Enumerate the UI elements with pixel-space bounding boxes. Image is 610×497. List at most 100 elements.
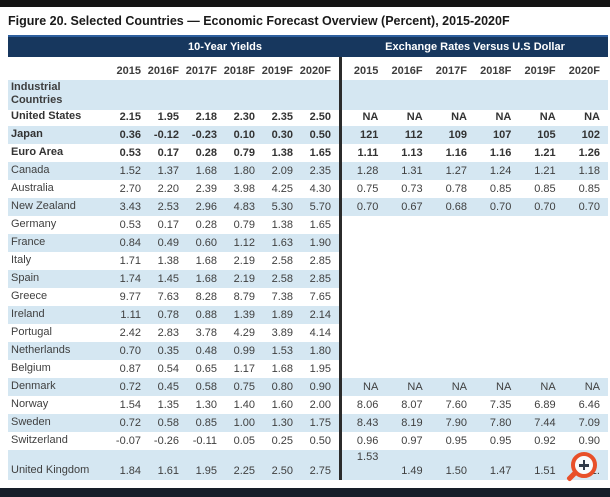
rate-cell: 1.24 <box>474 162 520 180</box>
yield-cell: 1.53 <box>263 342 301 360</box>
yield-cell: 2.15 <box>119 111 141 123</box>
yield-cell: -0.11 <box>192 435 217 447</box>
rate-cell <box>430 252 475 270</box>
country-cell: Canada <box>8 162 111 180</box>
table-row: Ireland 1.11 0.78 0.88 1.39 1.89 2.14 <box>8 306 608 324</box>
yield-cell: 0.70 <box>111 342 149 360</box>
group-divider <box>339 378 342 396</box>
year-header-row: 2015 2016F 2017F 2018F 2019F 2020F 2015 … <box>8 57 608 80</box>
year-header-cell: 2020F <box>299 65 331 77</box>
rate-cell: 0.90 <box>578 435 600 447</box>
yield-cell: 1.63 <box>263 234 301 252</box>
rate-cell <box>342 342 387 360</box>
table-row: Switzerland -0.07 -0.26 -0.11 0.05 0.25 0.50 0.… <box>8 432 608 450</box>
yield-cell: 7.63 <box>157 291 179 303</box>
yield-cell: 1.90 <box>301 234 339 252</box>
yield-cell: 0.79 <box>233 147 255 159</box>
yield-cell: 0.10 <box>225 126 263 144</box>
rate-cell: 0.92 <box>534 435 556 447</box>
rate-cell: 107 <box>474 126 520 144</box>
yield-cell <box>301 80 339 110</box>
yield-cell: 1.68 <box>195 255 217 267</box>
rate-cell: 0.73 <box>401 183 423 195</box>
rate-cell: 1.47 <box>474 450 520 480</box>
yield-cell: 1.80 <box>301 342 339 360</box>
figure-title: Figure 20. Selected Countries — Economic… <box>8 14 510 28</box>
yield-cell: 1.65 <box>309 219 331 231</box>
yield-cell: 0.30 <box>263 126 301 144</box>
rate-cell: 0.95 <box>445 435 467 447</box>
country-cell: New Zealand <box>8 198 111 216</box>
rate-cell: 1.26 <box>578 147 600 159</box>
yield-cell: 0.35 <box>149 342 187 360</box>
rate-cell: NA <box>474 378 520 396</box>
country-cell: United States <box>11 110 82 122</box>
yield-cell: 0.54 <box>157 363 179 375</box>
rate-cell <box>386 360 431 378</box>
group-divider <box>339 450 342 480</box>
group-divider <box>339 360 342 378</box>
yield-cell: 2.09 <box>263 162 301 180</box>
yield-cell: 2.85 <box>309 255 331 267</box>
rate-cell: NA <box>584 111 600 123</box>
yield-cell: 0.53 <box>119 219 141 231</box>
plus-icon-vertical <box>582 460 586 470</box>
yield-cell: 1.00 <box>225 414 263 432</box>
yield-cell: 2.19 <box>233 255 255 267</box>
yield-cell: 1.68 <box>271 363 293 375</box>
yield-cell: 0.85 <box>187 414 225 432</box>
yield-cell: 7.65 <box>309 291 331 303</box>
rate-cell <box>342 80 387 110</box>
yield-cell: -0.12 <box>149 126 187 144</box>
yield-cell: 0.17 <box>157 147 179 159</box>
rate-cell: 1.28 <box>342 162 387 180</box>
year-header-spacer <box>8 57 111 80</box>
yield-cell: 2.96 <box>187 198 225 216</box>
rate-cell <box>519 252 564 270</box>
yield-cell: 0.72 <box>111 378 149 396</box>
yield-cell: 1.52 <box>111 162 149 180</box>
year-header-cell: 2019F <box>261 65 293 77</box>
yield-cell: 5.70 <box>301 198 339 216</box>
table-row: Italy 1.71 1.38 1.68 2.19 2.58 2.85 <box>8 252 608 270</box>
yield-cell: 2.14 <box>301 306 339 324</box>
year-header-cell: 2018F <box>223 65 255 77</box>
yield-cell: -0.07 <box>115 435 141 447</box>
rate-cell: 0.70 <box>474 198 520 216</box>
rate-cell: 7.60 <box>445 399 467 411</box>
yield-cell: 0.50 <box>309 435 331 447</box>
yield-cell: 3.43 <box>111 198 149 216</box>
yield-cell: 0.36 <box>111 126 149 144</box>
table-row: Australia 2.70 2.20 2.39 3.98 4.25 4.30 0.75 0.7… <box>8 180 608 198</box>
yield-cell: 2.83 <box>157 327 179 339</box>
yield-cell: 8.28 <box>195 291 217 303</box>
rate-cell <box>386 288 431 306</box>
yield-cell: 2.53 <box>149 198 187 216</box>
forecast-table: 10-Year Yields Exchange Rates Versus U.S… <box>8 35 608 480</box>
rate-cell <box>474 342 520 360</box>
yield-cell: 1.30 <box>195 399 217 411</box>
country-cell: France <box>8 234 111 252</box>
table-row: Canada 1.52 1.37 1.68 1.80 2.09 2.35 1.28 1.31 1.… <box>8 162 608 180</box>
year-header-cell: 2018F <box>480 65 512 77</box>
yield-cell: 2.18 <box>195 111 217 123</box>
rate-cell <box>342 252 387 270</box>
rate-cell <box>430 342 475 360</box>
rate-cell <box>563 252 608 270</box>
yield-cell <box>187 80 225 110</box>
yield-cell <box>225 80 263 110</box>
rate-cell <box>563 342 608 360</box>
country-cell: Japan <box>8 126 111 144</box>
yield-cell: 0.53 <box>119 147 141 159</box>
rate-cell <box>342 234 387 252</box>
rate-cell <box>386 80 431 110</box>
rate-cell: 102 <box>563 126 608 144</box>
yield-cell: 1.35 <box>157 399 179 411</box>
rate-cell: 121 <box>342 126 387 144</box>
rate-cell: 0.85 <box>534 183 556 195</box>
zoom-in-magnifier-icon[interactable] <box>566 452 597 482</box>
yield-cell: 0.25 <box>271 435 293 447</box>
rate-cell <box>519 288 564 306</box>
rate-cell <box>342 216 387 234</box>
yield-cell: 1.89 <box>263 306 301 324</box>
